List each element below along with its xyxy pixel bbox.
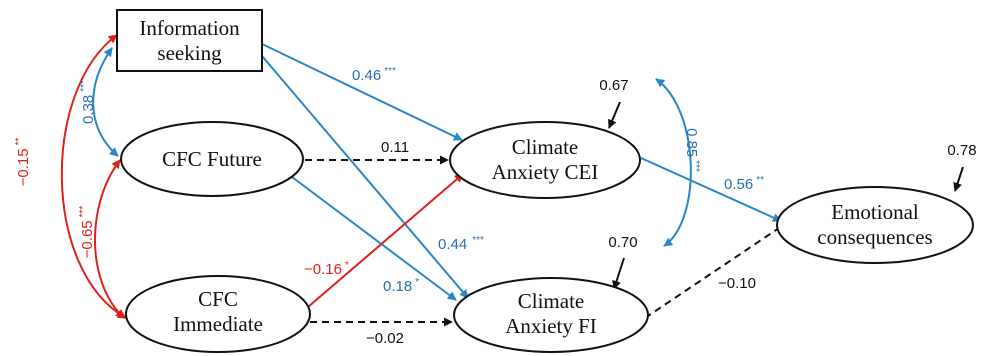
node-label: Information xyxy=(139,16,240,40)
node-label: Anxiety FI xyxy=(505,314,597,338)
residual-cei-arrow xyxy=(608,101,621,129)
path-label-immediate-to-fi: −0.02 xyxy=(366,330,404,347)
path-cei-to-emotional-arrow xyxy=(640,157,782,222)
path-info-to-cei-arrow xyxy=(261,43,463,141)
residual-label-fi: 0.70 xyxy=(608,234,637,251)
node-climate-anxiety-cei: Climate Anxiety CEI xyxy=(449,121,641,199)
path-label-future-to-cei: 0.11 xyxy=(381,139,409,156)
node-label: CFC Future xyxy=(162,147,262,171)
covariance-info-immediate-curve xyxy=(60,34,127,319)
node-label: Anxiety CEI xyxy=(492,160,599,184)
path-label-fi-to-emotional: −0.10 xyxy=(718,275,756,292)
residual-label-cei: 0.67 xyxy=(599,77,628,94)
node-emotional-consequences: Emotional consequences xyxy=(776,186,974,264)
covariance-cei-fi-residual-curve xyxy=(655,78,692,247)
path-fi-to-emotional-arrow xyxy=(644,223,786,319)
node-label: Climate xyxy=(512,135,579,159)
node-label: Emotional xyxy=(831,200,919,224)
path-immediate-to-cei-arrow xyxy=(300,173,464,314)
node-label: seeking xyxy=(157,41,222,65)
path-label-info-to-fi: 0.44 *** xyxy=(438,235,484,253)
node-climate-anxiety-fi: Climate Anxiety FI xyxy=(453,277,649,353)
node-label: CFC xyxy=(198,287,238,311)
covariance-info-future-curve xyxy=(92,47,119,157)
node-label: Immediate xyxy=(173,312,263,336)
node-label: Climate xyxy=(518,289,585,313)
path-label-info-to-cei: 0.46 *** xyxy=(352,66,396,84)
node-label: consequences xyxy=(817,225,932,249)
covariance-label-cei-fi-residual: 0.85*** xyxy=(683,128,701,172)
path-label-future-to-fi: 0.18 * xyxy=(383,277,419,295)
path-future-to-fi-arrow xyxy=(287,173,457,301)
path-label-immediate-to-cei: −0.16 * xyxy=(304,260,349,278)
covariance-label-future-immediate: −0.65*** xyxy=(78,206,96,259)
residual-fi-arrow xyxy=(612,257,625,290)
path-info-to-fi-arrow xyxy=(261,55,469,299)
covariance-label-info-future: 0.38*** xyxy=(79,80,97,124)
residual-emotional-arrow xyxy=(953,166,964,192)
node-cfc-future: CFC Future xyxy=(120,121,304,197)
residual-label-emotional: 0.78 xyxy=(947,142,976,159)
node-cfc-immediate: CFC Immediate xyxy=(125,275,311,353)
node-information-seeking: Information seeking xyxy=(116,9,263,72)
path-label-cei-to-emotional: 0.56 ** xyxy=(724,175,764,193)
covariance-label-info-immediate: −0.15** xyxy=(14,138,32,187)
covariance-future-immediate-curve xyxy=(94,159,125,319)
